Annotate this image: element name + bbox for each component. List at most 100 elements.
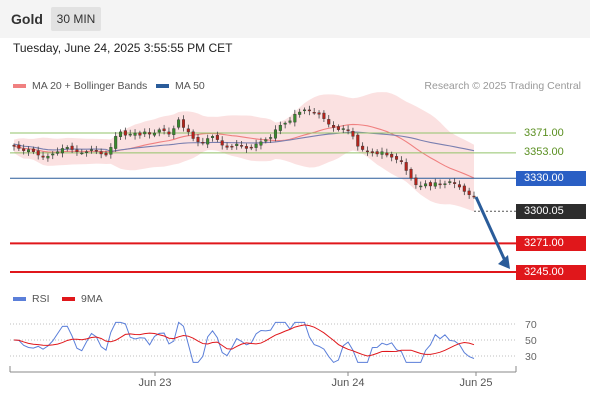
candle xyxy=(361,142,365,152)
candle-body xyxy=(12,144,16,147)
candle xyxy=(211,134,215,142)
candle xyxy=(264,137,268,144)
candle xyxy=(312,107,316,115)
candle xyxy=(336,124,340,132)
candle-body xyxy=(167,131,171,135)
candle xyxy=(51,151,55,160)
candle-body xyxy=(128,133,132,136)
candle xyxy=(438,179,442,189)
candle xyxy=(307,105,311,116)
candle xyxy=(240,141,244,149)
candle-body xyxy=(428,182,432,187)
candle-body xyxy=(351,131,355,137)
bollinger-band-layer xyxy=(14,92,474,212)
candle-body xyxy=(220,140,224,146)
candle-body xyxy=(254,143,258,148)
candle xyxy=(346,125,350,135)
candle xyxy=(424,180,428,189)
candle xyxy=(428,180,432,191)
candle-body xyxy=(56,151,60,154)
candle xyxy=(293,109,297,127)
timeframe-button[interactable]: 30 MIN xyxy=(51,7,101,31)
candle xyxy=(370,148,374,157)
candle xyxy=(41,151,45,161)
x-tick-label: Jun 23 xyxy=(138,377,171,389)
candle xyxy=(56,147,60,156)
candle xyxy=(380,147,384,159)
candle-body xyxy=(162,128,166,131)
candle xyxy=(399,156,403,165)
top-bar: Gold 30 MIN xyxy=(0,0,590,38)
candle-body xyxy=(148,132,152,135)
candle-body xyxy=(361,145,365,150)
bollinger-swatch xyxy=(13,84,26,88)
level-tag-3300.05: 3300.05 xyxy=(516,203,586,219)
rsi-panel-layer: 70 50 30 xyxy=(10,319,537,364)
legend-ma50-label: MA 50 xyxy=(175,80,205,92)
candle xyxy=(22,144,26,155)
rsi-ma-line xyxy=(13,324,475,357)
legend-rsi-ma-label: 9MA xyxy=(81,293,103,305)
candle xyxy=(462,183,466,196)
candle-body xyxy=(448,181,452,183)
candle xyxy=(395,153,399,164)
candle-body xyxy=(138,132,142,136)
candle-body xyxy=(433,182,437,187)
candle xyxy=(133,129,137,140)
candle xyxy=(167,127,171,137)
rsi-ma-swatch xyxy=(62,297,75,301)
candle xyxy=(283,121,287,129)
candle-body xyxy=(356,134,360,147)
candle-body xyxy=(143,131,147,135)
candle-body xyxy=(119,131,123,137)
candle-body xyxy=(249,146,253,149)
candle-body xyxy=(264,139,268,142)
candle-body xyxy=(467,190,471,195)
bollinger-band-area xyxy=(14,92,474,212)
candle xyxy=(244,143,248,153)
candlestick-layer xyxy=(12,105,476,200)
candle xyxy=(467,187,471,199)
candle-body xyxy=(395,156,399,160)
candle-body xyxy=(283,122,287,125)
legend-bollinger: MA 20 + Bollinger Bands xyxy=(13,80,147,92)
candle xyxy=(390,151,394,162)
candle xyxy=(414,174,418,189)
candle xyxy=(143,128,147,138)
candle xyxy=(206,134,210,149)
ma50-line xyxy=(13,131,475,152)
legend-rsi: RSI xyxy=(13,293,50,305)
candle-body xyxy=(462,185,466,192)
candle-body xyxy=(123,130,127,136)
candle xyxy=(152,129,156,138)
candle-body xyxy=(152,132,156,136)
candle-body xyxy=(41,155,45,158)
candle-body xyxy=(177,119,181,128)
candle-body xyxy=(346,129,350,131)
candle xyxy=(17,141,21,151)
candle xyxy=(322,110,326,122)
candle xyxy=(288,117,292,125)
candle-body xyxy=(365,150,369,153)
candle xyxy=(31,146,35,155)
candle-body xyxy=(215,135,219,140)
projection-arrow-shaft xyxy=(474,196,508,264)
candle-body xyxy=(186,128,190,133)
legend-bollinger-label: MA 20 + Bollinger Bands xyxy=(32,80,148,92)
candle xyxy=(404,158,408,175)
candle-body xyxy=(201,142,205,144)
candle xyxy=(303,107,307,115)
candle xyxy=(80,149,84,155)
level-tag-3245.00: 3245.00 xyxy=(516,264,586,280)
candle xyxy=(114,132,118,152)
candle xyxy=(273,125,277,142)
rsi-swatch xyxy=(13,297,26,301)
candle-body xyxy=(244,146,248,149)
candle-body xyxy=(259,141,263,146)
candle xyxy=(433,178,437,189)
candle xyxy=(341,125,345,134)
candle xyxy=(99,148,103,159)
candle xyxy=(36,146,40,160)
candle-body xyxy=(225,145,229,148)
candle xyxy=(249,144,253,151)
